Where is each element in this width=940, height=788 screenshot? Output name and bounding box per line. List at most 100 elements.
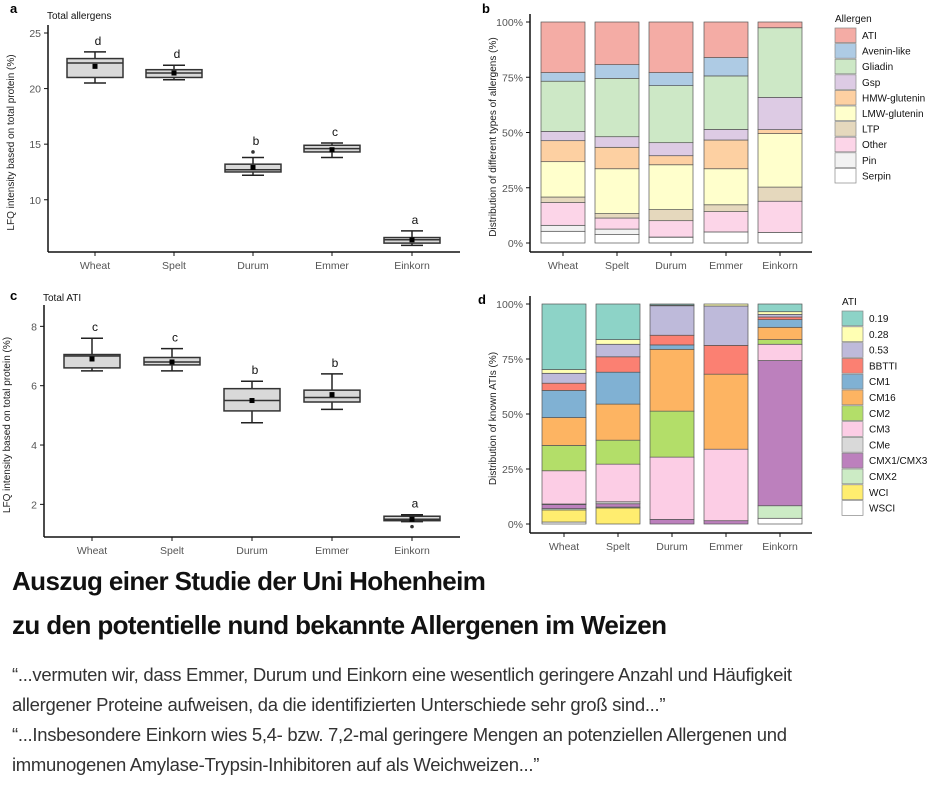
bar-segment-avenin-like [648, 72, 694, 86]
bar-segment-serpin [757, 232, 803, 244]
x-tick-label: Wheat [548, 260, 578, 272]
bar-segment-0-19 [649, 303, 695, 306]
quote-line-4: immunogenen Amylase-Trypsin-Inhibitoren … [12, 754, 540, 775]
bar-segment-serpin [648, 236, 694, 244]
x-tick-label: Wheat [80, 260, 110, 272]
bar-segment-ati [757, 21, 803, 29]
bar-segment-bbtti [757, 316, 803, 320]
legend-swatch [841, 342, 864, 358]
y-tick-label: 20 [29, 84, 41, 96]
box-durum: b [223, 363, 281, 424]
y-tick-label: 2 [31, 499, 37, 511]
box-spelt: c [143, 331, 201, 372]
bar-spelt [594, 21, 640, 244]
bar-segment-ltp [540, 196, 586, 203]
mean-marker [409, 516, 415, 522]
bar-segment-gliadin [540, 80, 586, 132]
bar-segment-cm2 [541, 445, 587, 472]
mean-marker [169, 359, 175, 365]
y-tick-label: 6 [31, 381, 37, 393]
bar-segment-bbtti [541, 382, 587, 391]
legend-label: CMe [869, 440, 891, 451]
box-wheat: d [66, 34, 124, 84]
legend-label: HMW-glutenin [862, 93, 925, 104]
legend-swatch [841, 500, 864, 516]
legend-swatch [834, 136, 857, 153]
bar-segment-pin [594, 228, 640, 235]
bar-segment-cmx1-cmx3 [541, 504, 587, 509]
bar-segment-gliadin [703, 75, 749, 130]
bar-segment-cm16 [703, 373, 749, 450]
bar-segment-wsci [757, 517, 803, 525]
legend-label: CMX1/CMX3 [869, 456, 928, 467]
bar-segment-cm16 [649, 348, 695, 412]
y-tick-label: 25 [29, 28, 41, 40]
bar-segment-lmw-glutenin [757, 133, 803, 188]
mean-marker [89, 356, 95, 362]
legend-swatch [841, 484, 864, 500]
x-tick-label: Durum [236, 545, 268, 557]
legend-label: Avenin-like [862, 47, 911, 58]
bar-segment-gliadin [648, 85, 694, 144]
bar-segment-cmx1-cmx3 [757, 360, 803, 507]
bar-segment-gliadin [757, 27, 803, 98]
bar-segment-avenin-like [594, 64, 640, 79]
significance-letter: a [412, 497, 419, 511]
legend-swatch [834, 105, 857, 121]
bar-segment-cm3 [757, 343, 803, 361]
y-tick-label: 100% [496, 299, 523, 311]
panel-d: d Distribution of known ATIs (%) Wheat Spel… [478, 292, 928, 553]
bar-segment-hmw-glutenin [540, 140, 586, 163]
bar-segment-other [648, 220, 694, 238]
bar-emmer [703, 21, 749, 244]
bar-segment-hmw-glutenin [703, 139, 749, 170]
x-tick-label: Spelt [605, 260, 629, 272]
box-einkorn: a [383, 213, 441, 247]
significance-letter: b [252, 363, 259, 377]
mean-marker [329, 392, 335, 398]
bar-segment-other [757, 200, 803, 233]
bar-segment-hmw-glutenin [648, 155, 694, 166]
y-tick-label: 10 [29, 195, 41, 207]
bar-segment-cmx2 [757, 505, 803, 519]
panel-b: b Distribution of different types of alle… [482, 1, 925, 272]
panel-title: Total allergens [47, 11, 111, 22]
significance-letter: c [332, 125, 338, 139]
legend-swatch [841, 452, 864, 469]
x-tick-label: Wheat [77, 545, 107, 557]
y-axis-label: LFQ intensity based on total protein (%) [2, 337, 13, 513]
mean-marker [249, 398, 255, 404]
x-tick-label: Wheat [549, 541, 579, 553]
heading-line-1: Auszug einer Studie der Uni Hohenheim [12, 566, 486, 596]
panel-label: b [482, 1, 490, 16]
quote-line-3: “...Insbesondere Einkorn wies 5,4- bzw. … [12, 724, 787, 745]
bar-segment-cm1 [595, 371, 641, 405]
panel-label: a [10, 1, 18, 16]
bar-segment-0-19 [757, 303, 803, 313]
bar-segment-ltp [703, 204, 749, 212]
box-spelt: d [145, 47, 203, 81]
bar-segment-cm2 [757, 339, 803, 345]
bar-segment-lmw-glutenin [540, 161, 586, 198]
x-tick-label: Emmer [709, 541, 743, 553]
outlier-point [410, 524, 414, 529]
bar-emmer [703, 303, 749, 525]
x-tick-label: Durum [656, 541, 688, 553]
legend-swatch [841, 389, 864, 406]
y-axis-label: LFQ intensity based on total protein (%) [6, 54, 17, 230]
x-tick-label: Durum [655, 260, 687, 272]
x-tick-label: Einkorn [394, 545, 430, 557]
bar-segment-other [594, 217, 640, 230]
bar-segment-cmx1-cmx3 [649, 519, 695, 525]
x-tick-label: Einkorn [762, 541, 798, 553]
bar-segment-ltp [648, 209, 694, 222]
legend-label: LTP [862, 125, 880, 136]
bar-segment-wci [541, 509, 587, 523]
box-emmer: b [303, 356, 361, 411]
legend-swatch [834, 168, 857, 184]
bar-segment-0-53 [541, 372, 587, 384]
legend-swatch [834, 90, 857, 106]
bar-segment-hmw-glutenin [594, 146, 640, 170]
box-emmer: c [303, 125, 361, 159]
bar-segment-lmw-glutenin [594, 168, 640, 214]
